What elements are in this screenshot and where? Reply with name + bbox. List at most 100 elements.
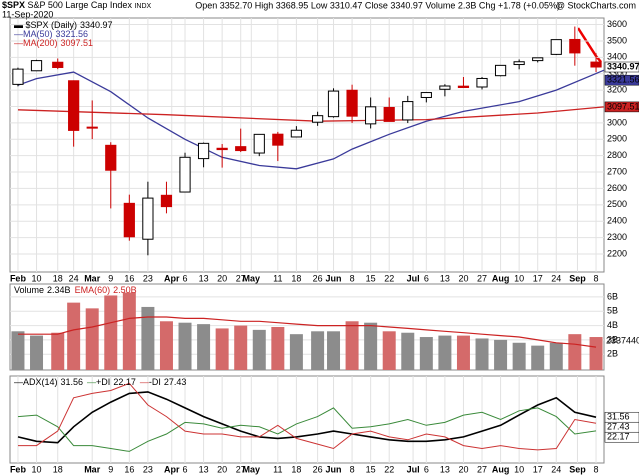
y-tick-label: 2200 xyxy=(607,248,627,258)
x-tick-label: Apr xyxy=(164,273,180,283)
x-tick-label: 16 xyxy=(124,273,134,283)
x-tick-label: 15 xyxy=(366,464,376,474)
x-tick-label: 9 xyxy=(108,273,113,283)
value-tag: 3097.51 xyxy=(607,101,639,111)
candle-body xyxy=(590,61,602,68)
value-tag: 3321.56 xyxy=(607,75,639,85)
x-tick-label: 20 xyxy=(217,273,227,283)
x-tick-label: Aug xyxy=(492,273,510,283)
candle-body xyxy=(457,85,470,88)
volume-bar xyxy=(345,321,359,370)
legend-symbol: — xyxy=(14,29,23,39)
x-tick-label: 27 xyxy=(236,464,246,474)
x-tick-label: 22 xyxy=(384,273,394,283)
x-tick-label: 8 xyxy=(594,273,599,283)
y-tick-label: 3600 xyxy=(607,19,627,29)
y-tick-label: 3500 xyxy=(607,35,627,45)
moving-average xyxy=(17,69,605,170)
last-volume-tag: 2337440 xyxy=(606,335,639,345)
value-tag: 22.17 xyxy=(607,432,630,442)
y-tick-label: 2300 xyxy=(607,232,627,242)
candle-body xyxy=(216,147,228,151)
y-tick-label: 6B xyxy=(607,291,618,301)
x-tick-label: Sep xyxy=(569,464,586,474)
legend-symbol: — xyxy=(14,38,23,48)
x-tick-label: Jun xyxy=(326,464,342,474)
value-tag: 3340.97 xyxy=(607,61,639,71)
x-tick-label: 6 xyxy=(424,464,429,474)
x-tick-label: May xyxy=(243,464,261,474)
candle-body xyxy=(68,80,80,131)
legend-symbol: — xyxy=(140,377,149,387)
y-tick-label: 3300 xyxy=(607,68,627,78)
volume-bar xyxy=(531,345,545,370)
x-tick-label: 6 xyxy=(183,464,188,474)
candle-body xyxy=(476,77,488,88)
quote: Open 3352.70 High 3368.95 Low 3310.47 Cl… xyxy=(195,0,560,10)
y-tick-label: 2800 xyxy=(607,150,627,160)
legend-label: MA(50) xyxy=(23,29,53,39)
x-tick-label: 15 xyxy=(366,273,376,283)
volume-bar xyxy=(512,342,526,370)
y-tick-label: 3000 xyxy=(607,117,627,127)
x-tick-label: 20 xyxy=(458,273,468,283)
x-tick-label: 23 xyxy=(143,464,153,474)
volume-bar xyxy=(568,334,582,370)
volume-bar xyxy=(549,342,563,370)
legend-entry: ▬ $SPX (Daily) 3340.97 xyxy=(14,20,113,30)
y-tick-label: 3B xyxy=(607,334,618,344)
candle-body xyxy=(312,115,324,123)
y-tick-label: 3400 xyxy=(607,52,627,62)
x-tick-label: Mar xyxy=(84,273,101,283)
x-tick-label: 8 xyxy=(350,464,355,474)
x-tick-label: 11 xyxy=(273,273,282,283)
candle-body xyxy=(86,126,98,129)
value-tag-box xyxy=(604,101,639,113)
candle-body xyxy=(160,194,173,208)
x-tick-label: 13 xyxy=(440,464,450,474)
source: @ StockCharts.com xyxy=(556,0,636,10)
x-tick-label: 18 xyxy=(53,273,63,283)
y-tick-label: 4B xyxy=(607,320,618,330)
candle-body xyxy=(365,106,377,125)
y-tick-label: 5B xyxy=(607,306,618,316)
header-line: $SPX S&P 500 Large Cap Index INDX xyxy=(2,0,152,10)
x-tick-label: 18 xyxy=(291,464,301,474)
legend-entry: —MA(200) 3097.51 xyxy=(14,38,93,48)
x-tick-label: 13 xyxy=(199,273,209,283)
index-name: S&P 500 Large Cap Index xyxy=(28,0,133,10)
volume-bar xyxy=(327,331,341,370)
volume-bar xyxy=(401,332,415,370)
legend-label: -DI xyxy=(149,377,161,387)
legend-label: ADX(14) xyxy=(23,377,58,387)
candle-body xyxy=(569,38,581,54)
x-tick-label: Feb xyxy=(10,464,27,474)
legend-value: 31.56 xyxy=(61,377,84,387)
x-tick-label: 26 xyxy=(313,464,323,474)
value-tag: 27.43 xyxy=(607,422,630,432)
x-tick-label: 10 xyxy=(514,464,524,474)
volume-bar xyxy=(215,328,229,370)
y-tick-label: 2400 xyxy=(607,216,627,226)
legend-value: 2.34B xyxy=(47,285,71,295)
volume-bar xyxy=(51,332,65,370)
x-tick-label: Jun xyxy=(326,273,342,283)
legend-label: MA(200) xyxy=(23,38,58,48)
legend-label: Volume xyxy=(14,285,44,295)
candle-body xyxy=(30,60,43,72)
x-tick-label: 26 xyxy=(313,273,323,283)
candle-body xyxy=(439,85,451,90)
legend-label: $SPX (Daily) xyxy=(26,20,78,30)
x-tick-label: 24 xyxy=(69,273,79,283)
y-tick-label: 2900 xyxy=(607,134,627,144)
volume-bar xyxy=(67,302,81,370)
indicator-line xyxy=(18,382,597,451)
volume-bar xyxy=(311,331,325,370)
x-tick-label: 13 xyxy=(199,464,209,474)
volume-bar xyxy=(178,322,192,370)
volume-bar xyxy=(475,338,489,370)
candle-body xyxy=(532,57,544,62)
x-tick-label: Mar xyxy=(84,464,101,474)
legend-label: EMA(60) xyxy=(75,285,111,295)
